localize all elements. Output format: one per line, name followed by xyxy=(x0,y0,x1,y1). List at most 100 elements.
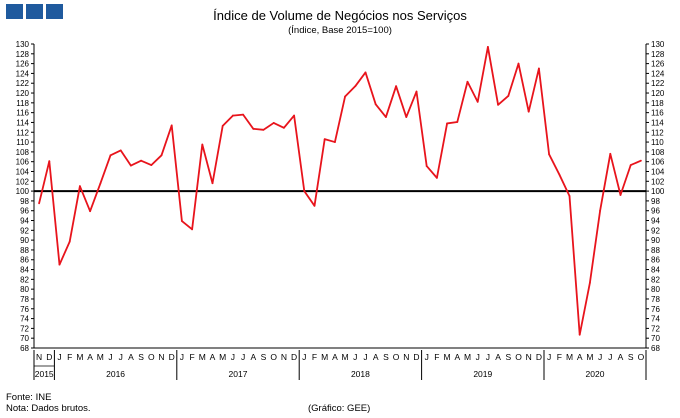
data-point xyxy=(578,333,581,336)
x-month-label: O xyxy=(638,352,645,362)
y-tick-label-right: 114 xyxy=(651,118,664,127)
x-month-label: M xyxy=(586,352,593,362)
x-month-label: O xyxy=(515,352,522,362)
x-year-label: 2018 xyxy=(351,369,370,379)
y-tick-label-left: 126 xyxy=(16,60,30,69)
x-month-label: N xyxy=(526,352,532,362)
y-tick-label-right: 100 xyxy=(651,187,665,196)
y-tick-label-right: 96 xyxy=(651,207,660,216)
data-point xyxy=(629,164,632,167)
y-tick-label-left: 108 xyxy=(16,148,30,157)
y-tick-label-right: 102 xyxy=(651,177,665,186)
source-note: Fonte: INE xyxy=(6,392,52,403)
y-tick-label-right: 98 xyxy=(651,197,660,206)
y-tick-label-left: 88 xyxy=(20,246,29,255)
data-point xyxy=(558,173,561,176)
x-month-label: O xyxy=(393,352,400,362)
data-point xyxy=(405,116,408,118)
y-tick-label-left: 86 xyxy=(20,256,29,265)
data-point xyxy=(130,164,132,167)
data-point xyxy=(58,263,61,266)
y-tick-label-right: 104 xyxy=(651,167,665,176)
x-month-label: M xyxy=(219,352,226,362)
x-month-label: F xyxy=(312,352,317,362)
x-month-label: J xyxy=(608,352,612,362)
x-month-label: F xyxy=(557,352,562,362)
y-tick-label-right: 70 xyxy=(651,334,660,343)
data-point xyxy=(456,121,459,123)
chart-subtitle: (Índice, Base 2015=100) xyxy=(288,25,392,36)
data-point xyxy=(466,80,469,83)
x-month-label: J xyxy=(57,352,61,362)
logo-block-icon xyxy=(6,4,23,19)
data-point xyxy=(589,281,591,284)
y-tick-label-right: 92 xyxy=(651,226,660,235)
x-month-label: S xyxy=(505,352,511,362)
y-tick-label-left: 112 xyxy=(16,128,29,137)
x-month-label: A xyxy=(332,352,338,362)
data-point xyxy=(497,103,499,106)
data-point xyxy=(242,113,245,116)
data-point xyxy=(385,116,387,118)
data-point xyxy=(150,164,153,167)
y-tick-label-right: 72 xyxy=(651,324,660,333)
x-month-label: O xyxy=(270,352,277,362)
y-tick-label-left: 82 xyxy=(20,275,29,284)
x-month-label: O xyxy=(148,352,155,362)
y-tick-label-right: 78 xyxy=(651,295,660,304)
y-tick-label-right: 130 xyxy=(651,40,665,49)
x-month-label: N xyxy=(281,352,287,362)
x-month-label: J xyxy=(231,352,235,362)
x-year-label: 2017 xyxy=(229,369,248,379)
x-month-label: J xyxy=(353,352,357,362)
data-point xyxy=(201,143,204,146)
x-month-label: S xyxy=(628,352,634,362)
data-point xyxy=(599,209,601,212)
x-month-label: F xyxy=(189,352,194,362)
x-month-label: F xyxy=(67,352,72,362)
x-month-label: J xyxy=(598,352,602,362)
x-year-label: 2020 xyxy=(586,369,605,379)
data-point xyxy=(323,138,326,141)
x-month-label: D xyxy=(46,352,52,362)
y-tick-label-left: 74 xyxy=(20,315,29,324)
y-tick-label-left: 76 xyxy=(20,305,29,314)
y-tick-label-left: 90 xyxy=(20,236,29,245)
y-tick-label-right: 112 xyxy=(651,128,664,137)
x-month-label: A xyxy=(250,352,256,362)
x-month-label: F xyxy=(434,352,439,362)
y-tick-label-right: 74 xyxy=(651,315,660,324)
y-tick-label-right: 108 xyxy=(651,148,665,157)
x-month-label: M xyxy=(199,352,206,362)
x-month-label: N xyxy=(403,352,409,362)
y-tick-label-left: 102 xyxy=(16,177,30,186)
x-month-label: J xyxy=(486,352,490,362)
data-point xyxy=(232,114,234,117)
x-month-label: S xyxy=(261,352,267,362)
x-month-label: J xyxy=(476,352,480,362)
chart-title: Índice de Volume de Negócios nos Serviço… xyxy=(213,8,467,23)
logo-block-icon xyxy=(26,4,43,19)
x-year-label: 2015 xyxy=(35,369,54,379)
y-tick-label-right: 76 xyxy=(651,305,660,314)
x-month-label: M xyxy=(464,352,471,362)
data-point xyxy=(283,126,285,129)
x-month-label: M xyxy=(76,352,83,362)
data-point xyxy=(395,85,397,88)
x-month-label: D xyxy=(291,352,297,362)
y-tick-label-left: 70 xyxy=(20,334,29,343)
y-tick-label-right: 126 xyxy=(651,60,665,69)
data-point xyxy=(527,110,530,113)
x-month-label: A xyxy=(87,352,93,362)
y-tick-label-right: 110 xyxy=(651,138,664,147)
y-tick-label-right: 122 xyxy=(651,79,665,88)
data-point xyxy=(79,185,81,188)
data-point xyxy=(487,46,489,48)
data-point xyxy=(619,194,622,196)
x-month-label: D xyxy=(536,352,542,362)
y-tick-label-left: 122 xyxy=(16,79,30,88)
x-month-label: J xyxy=(119,352,123,362)
y-tick-label-right: 88 xyxy=(651,246,660,255)
logo-block-icon xyxy=(46,4,63,19)
